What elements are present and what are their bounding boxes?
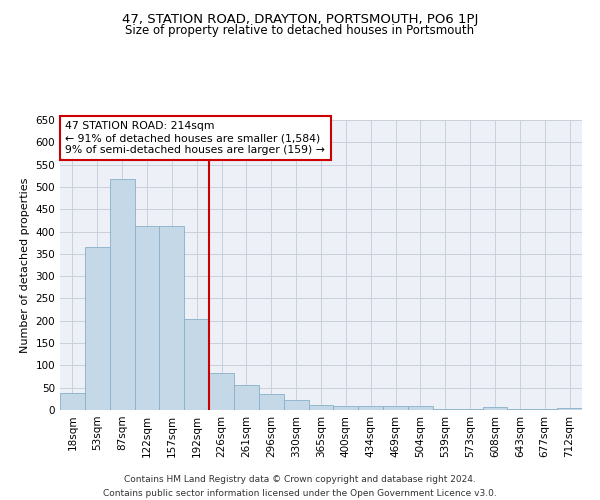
Bar <box>433 409 458 410</box>
Bar <box>358 406 383 410</box>
Bar <box>209 372 234 410</box>
Bar <box>532 409 557 410</box>
Bar <box>110 180 134 410</box>
Bar <box>383 406 408 410</box>
Bar <box>259 394 284 410</box>
Bar <box>482 408 508 410</box>
Bar <box>60 393 85 410</box>
Bar <box>557 408 582 410</box>
Bar <box>234 386 259 410</box>
Bar <box>334 406 358 410</box>
Bar <box>284 400 308 410</box>
Bar <box>508 409 532 410</box>
Bar <box>85 247 110 410</box>
Text: 47 STATION ROAD: 214sqm
← 91% of detached houses are smaller (1,584)
9% of semi-: 47 STATION ROAD: 214sqm ← 91% of detache… <box>65 122 325 154</box>
Bar <box>160 226 184 410</box>
Text: 47, STATION ROAD, DRAYTON, PORTSMOUTH, PO6 1PJ: 47, STATION ROAD, DRAYTON, PORTSMOUTH, P… <box>122 12 478 26</box>
Bar <box>458 409 482 410</box>
Text: Size of property relative to detached houses in Portsmouth: Size of property relative to detached ho… <box>125 24 475 37</box>
Y-axis label: Number of detached properties: Number of detached properties <box>20 178 30 352</box>
Bar <box>184 318 209 410</box>
Bar <box>408 406 433 410</box>
Bar <box>308 405 334 410</box>
Text: Contains HM Land Registry data © Crown copyright and database right 2024.
Contai: Contains HM Land Registry data © Crown c… <box>103 476 497 498</box>
Bar <box>134 226 160 410</box>
